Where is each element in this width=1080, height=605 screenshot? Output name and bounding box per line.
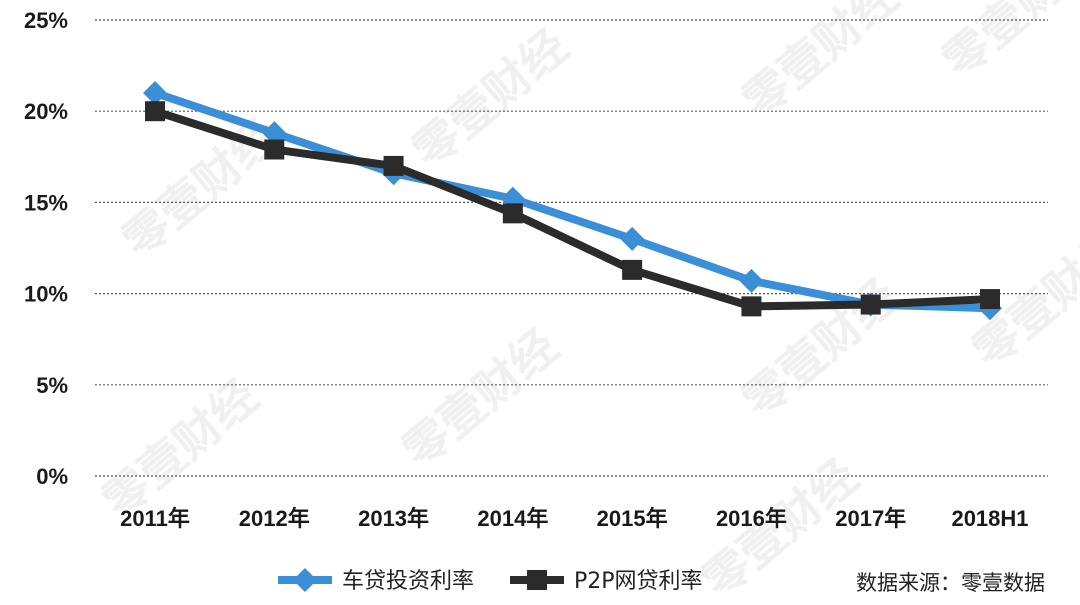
x-tick-label: 2012年 <box>239 506 310 531</box>
data-point <box>143 80 167 105</box>
series-2 <box>145 101 1000 317</box>
data-point <box>739 268 764 293</box>
y-tick-label: 5% <box>36 373 68 398</box>
legend-item-2: P2P网贷利率 <box>510 569 703 594</box>
y-tick-label: 15% <box>24 190 68 215</box>
watermark-text: 零壹财经 <box>402 19 578 179</box>
legend-item-1: 车贷投资利率 <box>278 568 474 594</box>
source-note: 数据来源：零壹数据 <box>856 571 1045 595</box>
data-point <box>620 226 645 251</box>
watermark-text: 零壹财经 <box>732 0 908 128</box>
series-layer <box>143 80 1002 321</box>
x-tick-label: 2015年 <box>597 506 668 531</box>
x-tick-label: 2018H1 <box>951 506 1028 531</box>
x-tick-label: 2014年 <box>477 506 548 531</box>
data-point <box>145 101 165 122</box>
data-point <box>262 121 287 146</box>
data-point <box>383 155 404 176</box>
data-point <box>264 139 285 160</box>
watermark-text: 零壹财经 <box>92 369 268 529</box>
data-point <box>502 203 523 224</box>
y-tick-label: 10% <box>24 282 68 307</box>
data-point <box>622 259 643 280</box>
data-point <box>980 289 1000 310</box>
watermark-text: 零壹财经 <box>932 0 1080 88</box>
legend-label: P2P网贷利率 <box>574 569 703 594</box>
data-point <box>741 296 762 317</box>
data-point <box>860 294 881 315</box>
y-tick-label: 0% <box>36 464 68 489</box>
x-tick-label: 2011年 <box>120 506 190 531</box>
x-tick-label: 2013年 <box>358 506 429 531</box>
legend-label: 车贷投资利率 <box>342 569 474 594</box>
series-line <box>153 107 991 311</box>
x-tick-label: 2017年 <box>835 506 906 531</box>
watermark-text: 零壹财经 <box>392 319 568 479</box>
gridlines <box>95 19 1048 477</box>
y-tick-label: 25% <box>24 8 68 33</box>
legend: 车贷投资利率 P2P网贷利率 <box>278 568 703 594</box>
y-tick-label: 20% <box>24 99 68 124</box>
x-tick-label: 2016年 <box>716 506 787 531</box>
legend-swatch-marker <box>527 570 547 590</box>
series-line <box>153 89 991 313</box>
legend-swatch-marker <box>293 568 317 592</box>
y-axis: 0% 5% 10% 15% 20% 25% <box>24 8 68 489</box>
x-axis: 2011年 2012年 2013年 2014年 2015年 2016年 2017年 2018H… <box>120 506 1028 531</box>
